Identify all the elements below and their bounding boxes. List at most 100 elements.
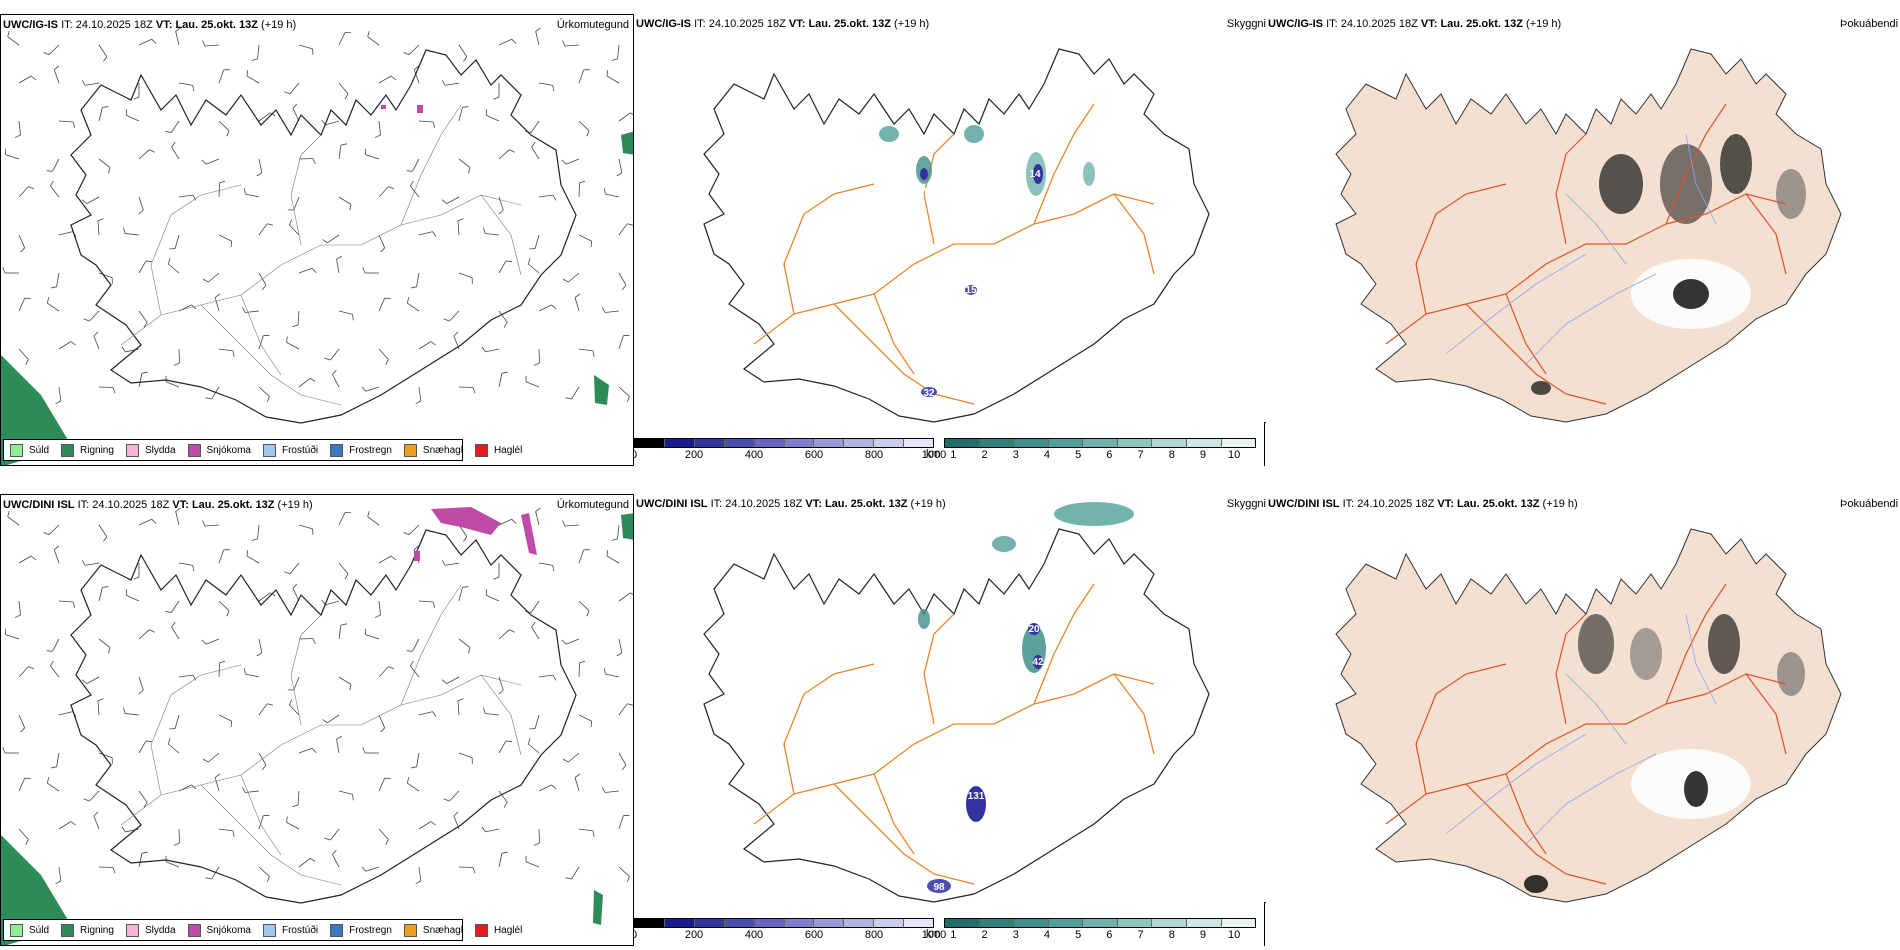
wind-barb-flag (407, 297, 410, 304)
wind-barb-flag (169, 248, 176, 250)
snow-area (381, 105, 386, 109)
colorbar-segment (874, 919, 905, 927)
colorbar-tick: 5 (1075, 929, 1082, 941)
wind-barb (338, 562, 349, 574)
wind-barb (258, 638, 263, 653)
wind-barbs (1, 507, 633, 885)
wind-barb-flag (529, 248, 536, 250)
wind-barb (365, 634, 380, 640)
wind-barb (297, 310, 300, 326)
wind-barb (18, 666, 29, 678)
wind-barb (378, 828, 389, 840)
colorbar-bar (634, 438, 934, 448)
wind-barb (338, 625, 342, 640)
wind-barb (257, 44, 260, 59)
wind-barb-flag (505, 260, 512, 263)
wind-barb-flag (133, 96, 140, 100)
wind-barb-flag (586, 610, 590, 617)
wind-barb (528, 743, 540, 754)
colorbar-ticks: 0 200 400 600 800 1000 (634, 448, 946, 462)
wind-barb-flag (380, 727, 385, 733)
wind-barb (446, 196, 460, 204)
rivers (1445, 133, 1717, 365)
wind-barb-flag (562, 40, 566, 47)
wind-barb (125, 348, 140, 353)
wind-barb-flag (611, 58, 618, 61)
wind-barb-flag (288, 699, 293, 706)
wind-barb (246, 555, 260, 564)
wind-barb-flag (630, 592, 633, 595)
wind-barb (365, 386, 380, 392)
wind-barb (378, 348, 389, 360)
wind-barb-flag (25, 839, 29, 845)
legend-swatch (61, 443, 75, 457)
wind-barb (18, 75, 32, 84)
wind-barb (298, 44, 313, 50)
wind-barb-flag (292, 103, 298, 109)
wind-barb-flag (171, 142, 176, 148)
wind-barb-flag (552, 194, 557, 201)
rain-area (621, 131, 633, 155)
wind-barb (138, 853, 143, 868)
wind-barb-flag (205, 877, 212, 880)
wind-barb (458, 638, 471, 648)
wind-barb (258, 112, 271, 122)
colorbar-ticks: 1 2 3 4 5 6 7 8 9 10 (944, 928, 1256, 942)
wind-barb (50, 665, 60, 678)
wind-barb (298, 638, 314, 640)
wind-barb (98, 524, 108, 537)
legend-swatch (403, 923, 417, 937)
wind-barb (378, 234, 386, 248)
wind-barb (538, 674, 553, 678)
wind-barb-flag (390, 555, 397, 561)
wind-barb-flag (406, 650, 413, 652)
wind-barb-flag (81, 679, 87, 684)
wind-barb (98, 638, 111, 648)
wind-barb-flag (352, 314, 354, 321)
wind-barb-flag (606, 70, 609, 77)
wind-barb-flag (592, 830, 595, 837)
wind-barb-flag (403, 531, 410, 536)
wind-barb-flag (362, 267, 366, 274)
iceland-outline (70, 49, 577, 424)
wind-barb (571, 386, 580, 400)
wind-barb-flag (574, 293, 581, 298)
wind-barb (138, 790, 148, 803)
legend-swatch (330, 443, 344, 457)
wind-barb-flag (171, 622, 176, 628)
panel-title: Skyggni (1226, 498, 1266, 510)
wind-barb (18, 120, 21, 135)
wind-barb-flag (70, 341, 76, 346)
wind-barb (5, 634, 20, 640)
wind-barb-flag (388, 666, 395, 670)
wind-barb-flag (457, 218, 464, 222)
wind-barb-flag (232, 830, 235, 837)
colorbar-segment (754, 439, 785, 447)
wind-barb (618, 638, 623, 653)
legend-label: Súld (29, 924, 50, 936)
wind-barb (126, 114, 140, 122)
wind-barb (218, 600, 230, 611)
wind-barb-flag (340, 143, 347, 146)
wind-barb-flag (112, 387, 116, 394)
wind-barb (445, 82, 460, 86)
wind-barb (214, 777, 220, 792)
wind-barb-flag (7, 510, 10, 517)
wind-barb-flag (145, 260, 152, 263)
wind-barb (93, 815, 100, 830)
wind-barb-flag (286, 336, 288, 343)
legend-item: Snæhagl (403, 923, 463, 937)
colorbar-tick: 6 (1106, 449, 1113, 461)
colorbar-unit: km (926, 928, 941, 940)
wind-barb (458, 107, 463, 122)
colorbar-segment (664, 439, 695, 447)
wind-barb-flag (362, 747, 366, 754)
wind-barb-flag (332, 849, 337, 855)
wind-barb (485, 233, 500, 236)
wind-barb (245, 673, 260, 678)
wind-barb-flag (173, 842, 180, 846)
wind-barb (618, 158, 623, 173)
wind-barb-flag (214, 773, 221, 778)
wind-barb-flag (390, 75, 397, 81)
legend-swatch (187, 443, 201, 457)
